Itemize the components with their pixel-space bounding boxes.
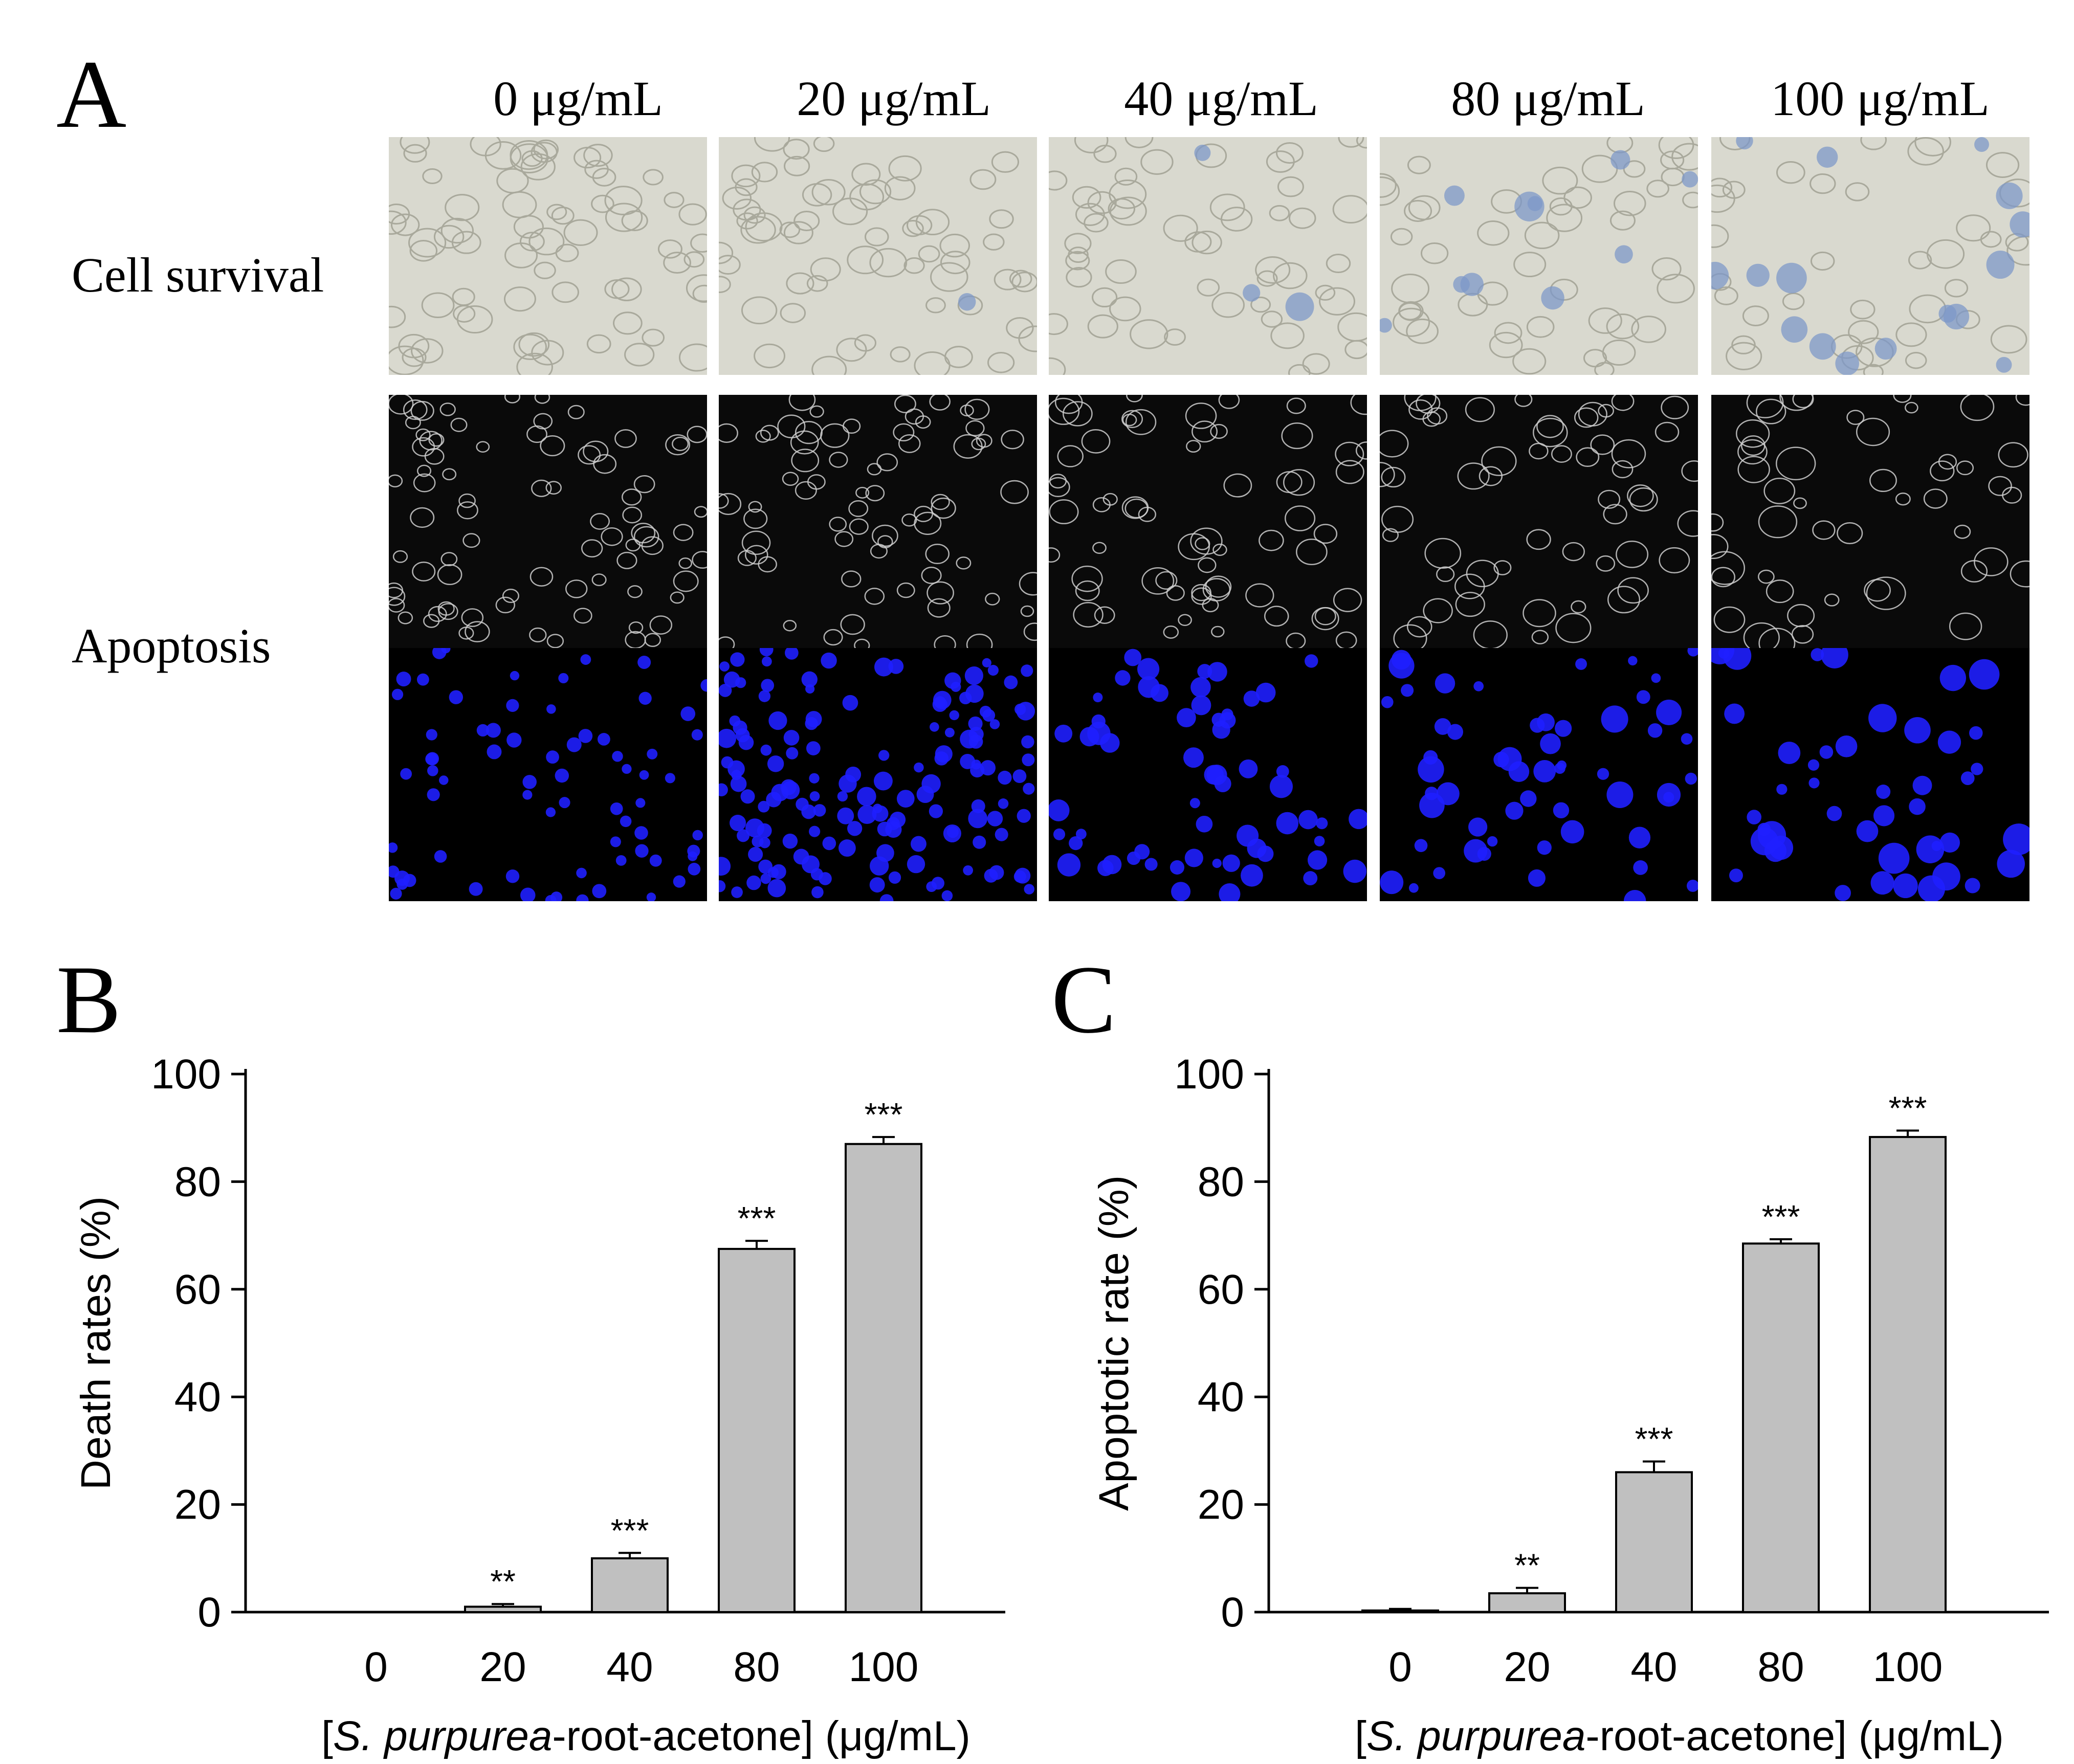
chart-b-x-tick-label-0: 0 [364, 1644, 388, 1690]
chart-b-significance-40: *** [611, 1512, 649, 1549]
chart-b-significance-20: ** [490, 1563, 516, 1600]
chart-c-y-tick-label: 0 [1221, 1589, 1244, 1636]
chart-c-x-tick-label-20: 20 [1504, 1644, 1550, 1690]
concentration-label-100: 100 μg/mL [1771, 71, 1990, 126]
chart-b-y-tick-label: 40 [174, 1374, 221, 1420]
dapi-micrograph-20 [719, 648, 1037, 901]
chart-b-y-tick-label: 100 [151, 1051, 221, 1098]
row-label-apoptosis: Apoptosis [72, 618, 271, 673]
chart-c-y-axis-label: Apoptotic rate (%) [1091, 1175, 1137, 1511]
concentration-label-0: 0 μg/mL [493, 71, 663, 126]
chart-c-bar-0 [1361, 1609, 1439, 1613]
chart-c-significance-100: *** [1889, 1089, 1927, 1126]
survival-micrograph-0 [389, 137, 707, 375]
dapi-micrograph-40 [1049, 648, 1367, 901]
chart-c-significance-40: *** [1635, 1420, 1673, 1457]
concentration-label-80: 80 μg/mL [1451, 71, 1645, 126]
panel-a-letter: A [56, 41, 127, 148]
chart-b-y-tick-label: 60 [174, 1266, 221, 1313]
chart-c-significance-20: ** [1514, 1547, 1540, 1584]
chart-b-bar-100 [845, 1143, 922, 1613]
chart-b-y-tick-label: 20 [174, 1482, 221, 1528]
chart-b-x-tick-label-40: 40 [606, 1644, 653, 1690]
dapi-micrograph-100 [1711, 648, 2029, 901]
chart-b: 0 20 40 60 80 100 0 ** 20 *** 40 *** 80 *** 100 Death r… [73, 1051, 1005, 1759]
chart-b-x-tick-label-20: 20 [479, 1644, 526, 1690]
panel-b-letter: B [56, 946, 121, 1054]
chart-c-x-tick-label-0: 0 [1388, 1644, 1412, 1690]
concentration-label-20: 20 μg/mL [797, 71, 991, 126]
chart-b-y-axis-label: Death rates (%) [73, 1196, 119, 1490]
chart-b-x-tick-label-100: 100 [849, 1644, 919, 1690]
dapi-micrograph-80 [1380, 648, 1698, 901]
chart-c-y-tick-label: 40 [1198, 1374, 1244, 1420]
chart-c-bar-20 [1488, 1592, 1566, 1614]
chart-b-x-axis-label: [S. purpurea-root-acetone] (μg/mL) [321, 1713, 970, 1759]
dapi-micrograph-0 [389, 648, 707, 901]
chart-b-bar-40 [591, 1557, 669, 1614]
chart-c-bar-80 [1742, 1242, 1820, 1613]
chart-c-x-axis-label: [S. purpurea-root-acetone] (μg/mL) [1355, 1713, 2004, 1759]
chart-c-y-tick-label: 20 [1198, 1482, 1244, 1528]
survival-micrograph-20 [719, 137, 1037, 375]
row-label-cell-survival: Cell survival [72, 248, 324, 302]
chart-b-bar-20 [464, 1605, 542, 1613]
chart-b-y-tick-label: 0 [197, 1589, 221, 1636]
concentration-label-40: 40 μg/mL [1124, 71, 1318, 126]
chart-b-significance-100: *** [865, 1096, 903, 1133]
survival-micrograph-80 [1380, 137, 1698, 375]
phase-micrograph-100 [1711, 395, 2029, 648]
phase-micrograph-20 [719, 395, 1037, 648]
chart-c-x-tick-label-40: 40 [1630, 1644, 1677, 1690]
phase-micrograph-80 [1380, 395, 1698, 648]
phase-micrograph-40 [1049, 395, 1367, 648]
chart-c-x-tick-label-80: 80 [1757, 1644, 1804, 1690]
chart-c-bar-100 [1869, 1136, 1947, 1614]
chart-b-y-tick-label: 80 [174, 1158, 221, 1205]
chart-c: 0 20 40 60 80 100 0 ** 20 *** 40 *** 80 *** 100 Apoptot… [1091, 1051, 2049, 1759]
chart-b-significance-80: *** [738, 1200, 776, 1237]
chart-c-bar-40 [1615, 1471, 1693, 1613]
chart-b-bar-80 [718, 1247, 796, 1613]
chart-c-y-tick-label: 60 [1198, 1266, 1244, 1313]
panel-c-letter: C [1051, 946, 1116, 1054]
chart-c-x-tick-label-100: 100 [1873, 1644, 1943, 1690]
survival-micrograph-100 [1711, 137, 2029, 375]
survival-micrograph-40 [1049, 137, 1367, 375]
phase-micrograph-0 [389, 395, 707, 648]
chart-b-x-tick-label-80: 80 [733, 1644, 780, 1690]
chart-c-y-tick-label: 100 [1174, 1051, 1244, 1098]
chart-c-y-tick-label: 80 [1198, 1158, 1244, 1205]
chart-c-significance-80: *** [1762, 1198, 1800, 1235]
